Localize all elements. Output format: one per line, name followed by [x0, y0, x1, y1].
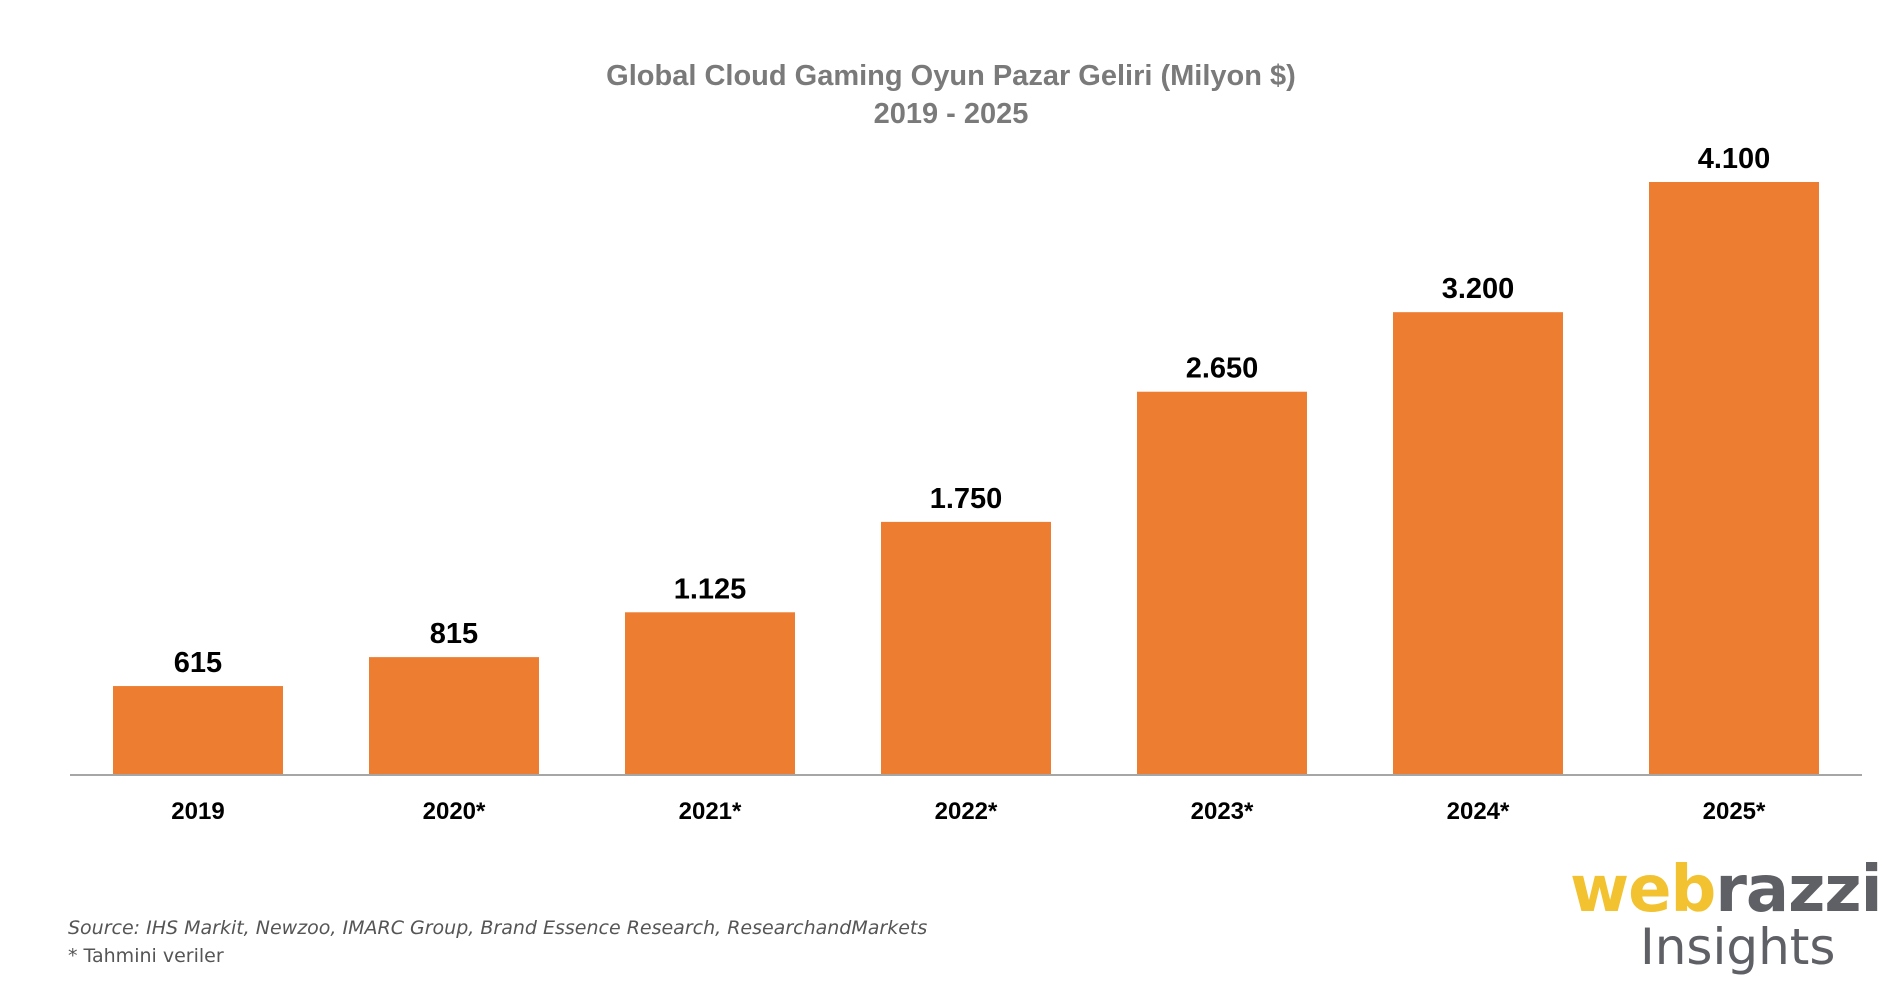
- x-tick-label-2021: 2021*: [679, 798, 742, 825]
- x-tick-label-2019: 2019: [171, 798, 224, 825]
- bar-2024: [1393, 312, 1563, 775]
- value-label-2025: 4.100: [1698, 143, 1771, 175]
- x-tick-label-2025: 2025*: [1703, 798, 1766, 825]
- bar-2021: [625, 612, 795, 775]
- bar-2019: [113, 686, 283, 775]
- value-label-2021: 1.125: [674, 573, 747, 605]
- value-label-2024: 3.200: [1442, 273, 1515, 305]
- logo-wordmark: webrazzi: [1570, 858, 1883, 922]
- bars-layer: [113, 182, 1819, 775]
- x-tick-label-2024: 2024*: [1447, 798, 1510, 825]
- chart-subtitle: 2019 - 2025: [873, 98, 1029, 130]
- x-tick-label-2023: 2023*: [1191, 798, 1254, 825]
- bar-2025: [1649, 182, 1819, 775]
- logo-part-razzi: razzi: [1715, 853, 1882, 927]
- tick-labels-layer: 2019 2020* 2021* 2022* 2023* 2024* 2025*: [171, 798, 1766, 825]
- value-label-2019: 615: [174, 647, 222, 679]
- logo-subtitle: Insights: [1640, 918, 1836, 976]
- logo-part-web: web: [1570, 853, 1716, 927]
- value-labels-layer: 615 815 1.125 1.750 2.650 3.200 4.100: [174, 143, 1770, 679]
- source-text: Source: IHS Markit, Newzoo, IMARC Group,…: [68, 917, 928, 939]
- value-label-2023: 2.650: [1186, 353, 1259, 385]
- x-tick-label-2022: 2022*: [935, 798, 998, 825]
- chart-title: Global Cloud Gaming Oyun Pazar Geliri (M…: [606, 60, 1296, 92]
- webrazzi-insights-logo: webrazzi Insights: [1570, 858, 1883, 978]
- footnote-text: * Tahmini veriler: [68, 945, 224, 967]
- bar-2022: [881, 521, 1051, 775]
- x-tick-label-2020: 2020*: [423, 798, 486, 825]
- bar-2023: [1137, 391, 1307, 775]
- value-label-2022: 1.750: [930, 483, 1003, 515]
- value-label-2020: 815: [430, 618, 478, 650]
- bar-2020: [369, 657, 539, 775]
